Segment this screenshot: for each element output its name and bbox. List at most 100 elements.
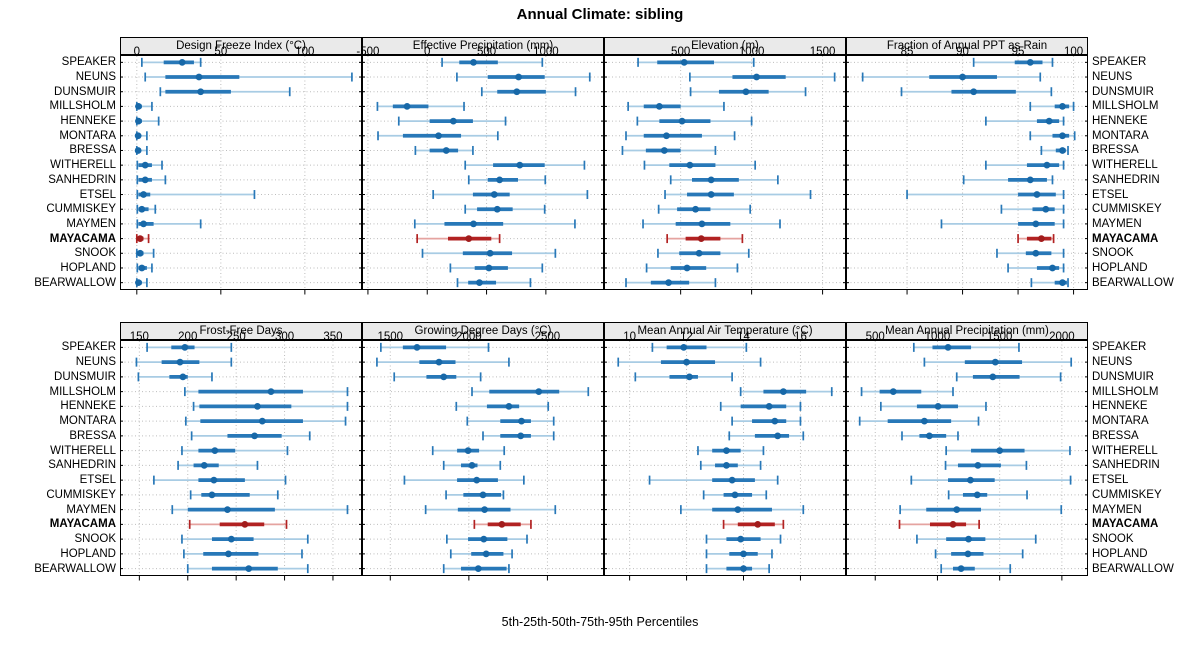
site-label-left-maymen: MAYMEN bbox=[66, 217, 116, 230]
site-label-right-millsholm: MILLSHOLM bbox=[1092, 100, 1159, 113]
panel-growing-degree-days-c: 1500 2000 2500 bbox=[362, 331, 604, 581]
panel-effective-precipitation-mm: -500 0 500 1000 bbox=[356, 46, 604, 295]
site-label-left-mayacama: MAYACAMA bbox=[49, 232, 116, 245]
site-label-left-neuns: NEUNS bbox=[75, 71, 116, 84]
median-dot bbox=[728, 476, 736, 484]
median-dot bbox=[241, 520, 249, 528]
percentile-whisker-witherell bbox=[464, 160, 586, 170]
x-tick-label: 500 bbox=[866, 331, 885, 343]
median-dot bbox=[663, 132, 670, 140]
median-dot bbox=[135, 117, 142, 125]
percentile-whisker-henneke bbox=[636, 116, 753, 126]
x-tick-label: 500 bbox=[671, 46, 690, 58]
x-tick-label: 150 bbox=[130, 331, 149, 343]
median-dot bbox=[1042, 205, 1050, 213]
site-label-right-speaker: SPEAKER bbox=[1092, 56, 1147, 69]
site-label-left-cummiskey: CUMMISKEY bbox=[46, 203, 116, 216]
percentile-whisker-bearwallow bbox=[705, 564, 770, 574]
median-dot bbox=[1059, 103, 1066, 110]
site-label-right-hopland: HOPLAND bbox=[1092, 547, 1148, 560]
percentile-whisker-bearwallow bbox=[442, 564, 510, 574]
median-dot bbox=[683, 358, 690, 366]
median-dot bbox=[695, 249, 703, 257]
panel-border bbox=[604, 55, 846, 290]
median-dot bbox=[403, 103, 411, 110]
median-dot bbox=[224, 506, 231, 514]
x-tick-label: 50 bbox=[214, 46, 227, 58]
x-tick-label: 1500 bbox=[987, 331, 1013, 343]
percentile-whisker-dunsmuir bbox=[393, 372, 482, 382]
percentile-whisker-etsel bbox=[910, 475, 1072, 485]
site-label-left-montara: MONTARA bbox=[59, 129, 116, 142]
site-label-right-montara: MONTARA bbox=[1092, 415, 1149, 428]
median-dot bbox=[141, 176, 149, 184]
percentile-whisker-etsel bbox=[906, 190, 1065, 200]
x-tick-label: 0 bbox=[424, 46, 430, 58]
percentile-whisker-montara bbox=[377, 131, 499, 141]
median-dot bbox=[920, 417, 928, 425]
median-dot bbox=[680, 343, 688, 351]
percentile-whisker-henneke bbox=[192, 401, 349, 411]
median-dot bbox=[490, 191, 498, 198]
median-dot bbox=[678, 117, 686, 125]
median-dot bbox=[493, 205, 501, 213]
site-label-right-henneke: HENNEKE bbox=[1092, 115, 1148, 128]
median-dot bbox=[1037, 235, 1045, 242]
percentile-whisker-millsholm bbox=[471, 387, 590, 397]
percentile-whisker-neuns bbox=[376, 357, 510, 367]
median-dot bbox=[965, 535, 972, 543]
percentile-whisker-neuns bbox=[617, 357, 762, 367]
percentile-whisker-maymen bbox=[899, 505, 1063, 515]
median-dot bbox=[957, 565, 965, 573]
y-edge-ticks bbox=[120, 61, 362, 284]
median-dot bbox=[197, 88, 205, 96]
median-dot bbox=[655, 103, 663, 110]
percentile-whisker-bearwallow bbox=[625, 278, 717, 288]
site-label-left-millsholm: MILLSHOLM bbox=[49, 100, 116, 113]
median-dot bbox=[267, 388, 275, 396]
x-tick-label: 1500 bbox=[810, 46, 836, 58]
site-label-right-neuns: NEUNS bbox=[1092, 71, 1133, 84]
median-dot bbox=[535, 388, 543, 396]
median-dot bbox=[707, 176, 715, 184]
panel-frost-free-days: 150 200 250 300 350 bbox=[120, 331, 362, 581]
median-dot bbox=[138, 205, 146, 213]
percentile-whisker-millsholm bbox=[135, 101, 153, 111]
y-edge-ticks bbox=[604, 61, 846, 284]
median-dot bbox=[468, 461, 476, 469]
median-dot bbox=[435, 132, 442, 140]
percentile-whisker-etsel bbox=[403, 475, 525, 485]
percentile-whisker-witherell bbox=[431, 446, 506, 456]
site-label-left-speaker: SPEAKER bbox=[61, 56, 116, 69]
median-dot bbox=[774, 432, 782, 440]
median-dot bbox=[140, 220, 147, 228]
x-tick-label: 200 bbox=[178, 331, 197, 343]
percentile-whisker-bressa bbox=[482, 431, 555, 441]
percentile-whisker-montara bbox=[858, 416, 980, 426]
site-label-left-etsel: ETSEL bbox=[79, 188, 116, 201]
panel-mean-annual-precipitation-mm: 500 1000 1500 2000 bbox=[846, 331, 1088, 581]
median-dot bbox=[740, 550, 747, 558]
median-dot bbox=[973, 491, 981, 499]
percentile-whisker-speaker bbox=[651, 342, 748, 352]
x-axis-mean-annual-air-temperature-c: 10 12 14 16 bbox=[623, 331, 807, 581]
site-label-right-etsel: ETSEL bbox=[1092, 188, 1129, 201]
median-dot bbox=[449, 117, 457, 125]
x-tick-label: 500 bbox=[477, 46, 496, 58]
percentile-whisker-mayacama bbox=[473, 519, 532, 529]
percentile-whisker-witherell bbox=[697, 446, 765, 456]
median-dot bbox=[258, 417, 266, 425]
percentile-whisker-neuns bbox=[923, 357, 1073, 367]
median-dot bbox=[779, 388, 787, 396]
x-tick-label: 2000 bbox=[1049, 331, 1075, 343]
median-dot bbox=[208, 491, 216, 499]
median-dot bbox=[991, 358, 999, 366]
site-label-right-snook: SNOOK bbox=[1092, 533, 1134, 546]
x-tick-label: 95 bbox=[1012, 46, 1025, 58]
median-dot bbox=[476, 279, 483, 287]
percentile-whisker-etsel bbox=[153, 475, 287, 485]
percentile-whisker-hopland bbox=[705, 549, 773, 559]
median-dot bbox=[1033, 191, 1041, 198]
median-dot bbox=[135, 279, 142, 287]
